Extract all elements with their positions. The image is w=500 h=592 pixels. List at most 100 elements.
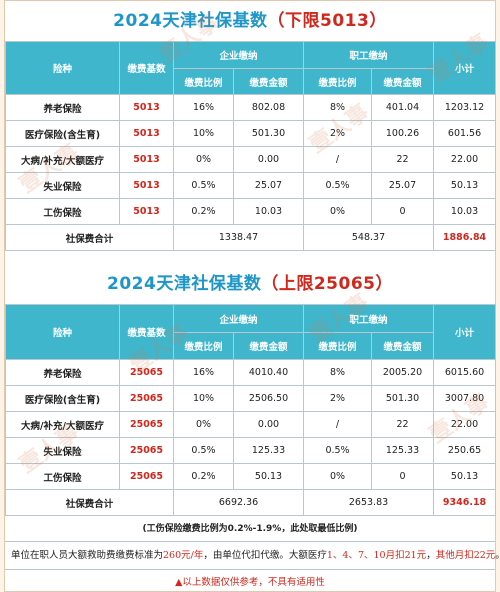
employee-ratio-cell: /: [303, 146, 373, 173]
subtotal-cell: 1203.12: [433, 94, 497, 121]
section-gap: [5, 251, 495, 264]
medical-fee-note: 单位在职人员大额救助费缴费标准为260元/年，由单位代扣代缴。大额医疗1、4、7…: [5, 542, 500, 570]
base-cell: 5013: [119, 172, 174, 199]
company-amount-cell: 0.00: [232, 146, 305, 173]
note-text-tail: 。: [495, 550, 500, 561]
table-row: 大病/补充/大额医疗 25065 0% 0.00/22 22.00: [5, 411, 497, 438]
employee-amount-cell: 22: [371, 411, 435, 438]
subtotal-cell: 10.03: [433, 198, 497, 225]
insurance-type-cell: 医疗保险(含生育): [5, 385, 120, 412]
header-company-ratio: 缴费比例: [173, 68, 234, 95]
base-cell: 25065: [119, 385, 174, 412]
company-amount-cell: 501.30: [232, 120, 305, 147]
insurance-type-cell: 养老保险: [5, 359, 120, 386]
total-company: 1338.47: [172, 224, 305, 251]
employee-ratio-cell: 0%: [303, 463, 373, 490]
total-label: 社保费合计: [5, 224, 174, 251]
table-row: 养老保险 25065 16% 4010.40 8% 2005.20 6015.60: [5, 359, 497, 386]
header-employee: 职工缴纳: [303, 304, 435, 333]
subtotal-cell: 601.56: [433, 120, 497, 147]
company-amount-cell: 25.07: [232, 172, 305, 199]
employee-ratio-cell: 0.5%: [303, 437, 373, 464]
employee-ratio-cell: /: [303, 411, 373, 438]
injury-ratio-note: (工伤保险缴费比例为0.2%-1.9%，此处取最低比例): [5, 516, 495, 542]
base-cell: 25065: [119, 437, 174, 464]
header-base: 缴费基数: [119, 41, 174, 95]
subtotal-cell: 50.13: [433, 172, 497, 199]
section1-title-main: 2024天津社保基数: [113, 11, 268, 31]
table-row: 大病/补充/大额医疗 5013 0% 0.00/22 22.00: [5, 146, 497, 173]
header-employee-amount: 缴费金额: [371, 68, 435, 95]
note-quarter-months: 1、4、7、10月扣21元: [326, 550, 427, 561]
insurance-type-cell: 工伤保险: [5, 463, 120, 490]
total-company: 6692.36: [172, 489, 305, 516]
employee-amount-cell: 0: [371, 198, 435, 225]
header-company-amount: 缴费金额: [232, 332, 305, 360]
company-ratio-cell: 0.5%: [173, 437, 234, 464]
table-row: 失业保险 25065 0.5% 125.33 0.5% 125.33 250.65: [5, 437, 497, 464]
insurance-type-cell: 失业保险: [5, 437, 120, 464]
employee-amount-cell: 22: [371, 146, 435, 173]
table-row: 失业保险 5013 0.5% 25.07 0.5% 25.07 50.13: [5, 172, 497, 199]
note-other-months: 其他月扣22元: [435, 550, 496, 561]
header-type: 险种: [5, 304, 120, 360]
company-ratio-cell: 10%: [173, 385, 234, 412]
header-employee-amount: 缴费金额: [371, 332, 435, 360]
base-cell: 5013: [119, 146, 174, 173]
company-ratio-cell: 0%: [173, 146, 234, 173]
section2-title-paren: （上限25065）: [261, 274, 393, 294]
base-cell: 25065: [119, 463, 174, 490]
employee-ratio-cell: 0%: [303, 198, 373, 225]
header-employee-ratio: 缴费比例: [303, 332, 373, 360]
note-text-mid: ，由单位代扣代缴。大额医疗: [203, 550, 327, 561]
employee-ratio-cell: 8%: [303, 94, 373, 121]
employee-amount-cell: 2005.20: [371, 359, 435, 386]
total-label: 社保费合计: [5, 489, 174, 516]
subtotal-cell: 50.13: [433, 463, 497, 490]
company-ratio-cell: 16%: [173, 359, 234, 386]
insurance-type-cell: 大病/补充/大额医疗: [5, 411, 120, 438]
employee-amount-cell: 501.30: [371, 385, 435, 412]
header-company: 企业缴纳: [172, 41, 305, 69]
company-ratio-cell: 0.2%: [173, 198, 234, 225]
total-employee: 548.37: [303, 224, 435, 251]
employee-ratio-cell: 8%: [303, 359, 373, 386]
company-amount-cell: 4010.40: [232, 359, 305, 386]
insurance-type-cell: 工伤保险: [5, 198, 120, 225]
section2-title: 2024天津社保基数（上限25065）: [5, 264, 495, 304]
subtotal-cell: 3007.80: [433, 385, 497, 412]
base-cell: 5013: [119, 120, 174, 147]
header-subtotal: 小计: [433, 304, 497, 360]
header-employee-ratio: 缴费比例: [303, 68, 373, 95]
insurance-type-cell: 医疗保险(含生育): [5, 120, 120, 147]
employee-amount-cell: 100.26: [371, 120, 435, 147]
base-cell: 25065: [119, 359, 174, 386]
table-row: 医疗保险(含生育) 25065 10% 2506.50 2% 501.30 3007.80: [5, 385, 497, 412]
company-ratio-cell: 10%: [173, 120, 234, 147]
total-row: 社保费合计 6692.36 2653.83 9346.18: [5, 489, 497, 516]
company-ratio-cell: 16%: [173, 94, 234, 121]
disclaimer-warning: ▲以上数据仅供参考，不具有适用性: [175, 577, 325, 588]
employee-amount-cell: 401.04: [371, 94, 435, 121]
header-base: 缴费基数: [119, 304, 174, 360]
subtotal-cell: 250.65: [433, 437, 497, 464]
subtotal-cell: 6015.60: [433, 359, 497, 386]
base-cell: 5013: [119, 94, 174, 121]
company-ratio-cell: 0%: [173, 411, 234, 438]
employee-ratio-cell: 2%: [303, 385, 373, 412]
total-sum: 1886.84: [433, 224, 497, 251]
note-annual-fee: 260元/年: [163, 550, 204, 561]
insurance-type-cell: 失业保险: [5, 172, 120, 199]
table-row: 养老保险 5013 16% 802.08 8% 401.04 1203.12: [5, 94, 497, 121]
section1-table: 险种 缴费基数 企业缴纳 职工缴纳 小计 缴费比例 缴费金额 缴费比例 缴费金额…: [5, 41, 497, 251]
company-amount-cell: 50.13: [232, 463, 305, 490]
header-type: 险种: [5, 41, 120, 95]
header-company-amount: 缴费金额: [232, 68, 305, 95]
subtotal-cell: 22.00: [433, 146, 497, 173]
header-subtotal: 小计: [433, 41, 497, 95]
company-ratio-cell: 0.2%: [173, 463, 234, 490]
table-row: 工伤保险 25065 0.2% 50.13 0% 0 50.13: [5, 463, 497, 490]
section1-title: 2024天津社保基数（下限5013）: [5, 1, 495, 41]
note-text-a: 单位在职人员大额救助费缴费标准为: [11, 550, 164, 561]
company-amount-cell: 802.08: [232, 94, 305, 121]
